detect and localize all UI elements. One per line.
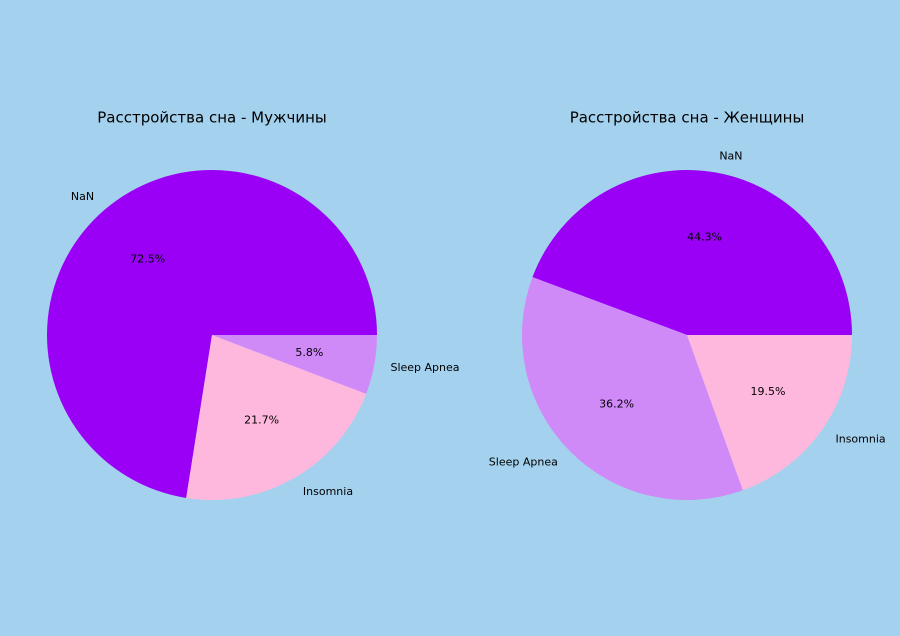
pie-slice [186,335,367,500]
slice-label: Insomnia [303,485,353,498]
slice-label: NaN [719,149,742,162]
chart-title: Расстройства сна - Мужчины [97,109,327,127]
slice-label: Sleep Apnea [390,361,459,374]
value-label: 72.5% [130,253,165,266]
value-label: 44.3% [687,231,722,244]
slice-label: NaN [71,190,94,203]
value-label: 21.7% [244,414,279,427]
value-label: 19.5% [751,385,786,398]
value-label: 36.2% [599,398,634,411]
pie-slice [212,335,377,394]
pie-slice [532,170,852,335]
slice-label: Insomnia [835,432,885,445]
pie-slice [687,335,852,491]
slice-label: Sleep Apnea [489,456,558,469]
value-label: 5.8% [295,346,323,359]
chart-title: Расстройства сна - Женщины [570,109,805,127]
pie-slice [46,169,377,498]
pie-slice [522,277,743,500]
